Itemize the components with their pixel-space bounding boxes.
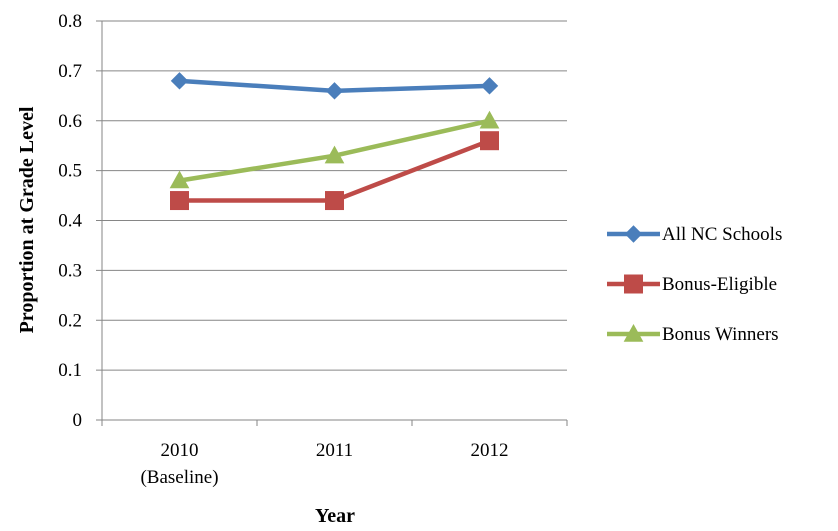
data-point-all-nc-schools (480, 77, 499, 95)
y-tick-label: 0.5 (58, 161, 82, 182)
y-tick-label: 0.3 (58, 260, 82, 281)
x-tick-label: (Baseline) (140, 467, 218, 488)
data-point-bonus-eligible (480, 131, 499, 151)
data-point-bonus-winners (169, 170, 190, 189)
x-tick-label: 2010 (161, 440, 199, 461)
y-tick-label: 0.1 (58, 360, 82, 381)
y-tick-label: 0 (73, 410, 83, 431)
x-tick-label: 2012 (471, 440, 509, 461)
data-point-all-nc-schools (170, 72, 189, 90)
legend-label-bonus-winners: Bonus Winners (662, 324, 779, 345)
x-axis-title: Year (315, 505, 355, 527)
y-tick-label: 0.2 (58, 310, 82, 331)
data-point-bonus-eligible (325, 191, 344, 211)
x-tick-label: 2011 (316, 440, 353, 461)
x-axis-ticks: 2010 (Baseline) 2011 2012 (101, 420, 568, 488)
y-tick-label: 0.8 (58, 11, 82, 32)
data-point-bonus-winners (324, 145, 345, 164)
y-tick-label: 0.7 (58, 61, 82, 82)
y-axis-ticks: 0 0.1 0.2 0.3 0.4 0.5 0.6 0.7 0.8 (58, 11, 102, 431)
legend: All NC Schools Bonus-Eligible Bonus Winner… (607, 224, 782, 345)
legend-label-bonus-eligible: Bonus-Eligible (662, 274, 777, 295)
y-tick-label: 0.6 (58, 111, 82, 132)
data-point-bonus-eligible (170, 191, 189, 211)
y-axis-title: Proportion at Grade Level (16, 106, 38, 333)
data-point-bonus-winners (479, 110, 500, 129)
data-point-all-nc-schools (325, 82, 344, 100)
legend-marker-bonus-winners (623, 323, 644, 342)
series-group (169, 72, 500, 211)
legend-marker-all-nc-schools (624, 225, 643, 243)
legend-marker-bonus-eligible (624, 274, 643, 294)
y-tick-label: 0.4 (58, 211, 82, 232)
legend-label-all-nc-schools: All NC Schools (662, 224, 782, 245)
